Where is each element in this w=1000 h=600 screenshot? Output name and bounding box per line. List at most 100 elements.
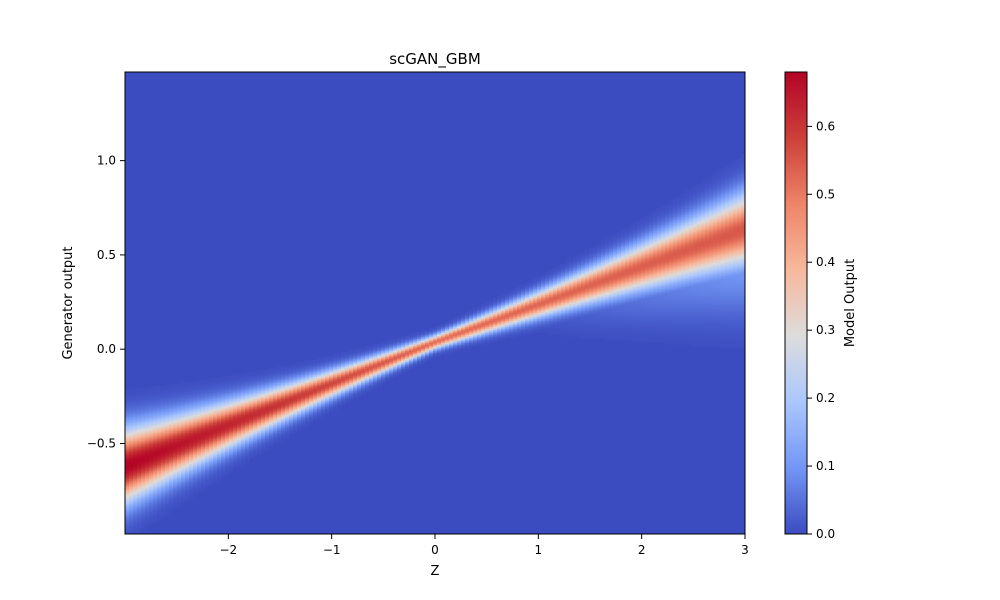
- heatmap-cell: [241, 458, 246, 461]
- heatmap-cell: [537, 290, 542, 293]
- heatmap-cell: [653, 296, 658, 299]
- heatmap-cell: [201, 486, 206, 489]
- heatmap-cell: [301, 404, 306, 407]
- heatmap-cell: [125, 524, 130, 527]
- heatmap-cell: [301, 410, 306, 413]
- heatmap-cell: [233, 410, 238, 413]
- heatmap-cell: [537, 304, 542, 307]
- heatmap-cell: [645, 220, 650, 223]
- heatmap-cell: [205, 444, 210, 447]
- heatmap-cell: [337, 372, 342, 375]
- heatmap-cell: [153, 488, 158, 491]
- heatmap-cell: [529, 310, 534, 313]
- heatmap-cell: [205, 408, 210, 411]
- heatmap-cell: [461, 346, 466, 349]
- heatmap-cell: [281, 392, 286, 395]
- heatmap-cell: [629, 326, 634, 329]
- heatmap-cell: [609, 254, 614, 257]
- heatmap-cell: [553, 294, 558, 297]
- heatmap-cell: [241, 384, 246, 387]
- heatmap-cell: [369, 380, 374, 383]
- heatmap-cell: [605, 298, 610, 301]
- heatmap-cell: [169, 398, 174, 401]
- heatmap-cell: [209, 470, 214, 473]
- heatmap-cell: [185, 406, 190, 409]
- heatmap-cell: [245, 398, 250, 401]
- heatmap-cell: [533, 330, 538, 333]
- heatmap-cell: [577, 278, 582, 281]
- heatmap-cell: [649, 282, 654, 285]
- heatmap-cell: [241, 462, 246, 465]
- heatmap-cell: [549, 302, 554, 305]
- heatmap-cell: [241, 380, 246, 383]
- heatmap-cell: [385, 342, 390, 345]
- heatmap-cell: [265, 386, 270, 389]
- heatmap-cell: [649, 236, 654, 239]
- heatmap-cell: [289, 374, 294, 377]
- heatmap-cell: [629, 268, 634, 271]
- heatmap-cell: [269, 382, 274, 385]
- heatmap-cell: [637, 312, 642, 315]
- heatmap-cell: [637, 270, 642, 273]
- heatmap-cell: [625, 278, 630, 281]
- heatmap-cell: [125, 398, 130, 401]
- heatmap-cell: [313, 368, 318, 371]
- heatmap-cell: [441, 328, 446, 331]
- heatmap-cell: [189, 490, 194, 493]
- heatmap-cell: [609, 244, 614, 247]
- heatmap-cell: [345, 356, 350, 359]
- heatmap-cell: [585, 310, 590, 313]
- heatmap-cell: [153, 460, 158, 463]
- heatmap-cell: [453, 348, 458, 351]
- heatmap-cell: [313, 402, 318, 405]
- heatmap-cell: [373, 372, 378, 375]
- heatmap-cell: [621, 312, 626, 315]
- heatmap-cell: [257, 380, 262, 383]
- heatmap-cell: [297, 428, 302, 431]
- heatmap-cell: [633, 322, 638, 325]
- heatmap-cell: [345, 358, 350, 361]
- heatmap-cell: [645, 312, 650, 315]
- heatmap-cell: [281, 424, 286, 427]
- heatmap-cell: [401, 344, 406, 347]
- heatmap-cell: [273, 388, 278, 391]
- heatmap-cell: [233, 394, 238, 397]
- heatmap-cell: [357, 348, 362, 351]
- heatmap-cell: [165, 476, 170, 479]
- heatmap-cell: [429, 330, 434, 333]
- heatmap-cell: [185, 484, 190, 487]
- heatmap-cell: [573, 268, 578, 271]
- heatmap-cell: [617, 240, 622, 243]
- heatmap-cell: [333, 368, 338, 371]
- heatmap-cell: [225, 412, 230, 415]
- heatmap-cell: [613, 266, 618, 269]
- heatmap-cell: [189, 400, 194, 403]
- heatmap-cell: [429, 348, 434, 351]
- heatmap-cell: [573, 328, 578, 331]
- heatmap-cell: [589, 330, 594, 333]
- heatmap-cell: [581, 332, 586, 335]
- heatmap-cell: [397, 366, 402, 369]
- heatmap-cell: [165, 436, 170, 439]
- heatmap-cell: [137, 498, 142, 501]
- heatmap-cell: [365, 386, 370, 389]
- heatmap-cell: [561, 296, 566, 299]
- heatmap-cell: [185, 472, 190, 475]
- heatmap-cell: [277, 432, 282, 435]
- heatmap-cell: [165, 438, 170, 441]
- heatmap-cell: [225, 442, 230, 445]
- heatmap-cell: [277, 408, 282, 411]
- heatmap-cell: [529, 326, 534, 329]
- heatmap-cell: [593, 330, 598, 333]
- heatmap-cell: [309, 402, 314, 405]
- heatmap-cell: [645, 274, 650, 277]
- heatmap-cell: [337, 394, 342, 397]
- heatmap-cell: [289, 380, 294, 383]
- heatmap-cell: [617, 304, 622, 307]
- heatmap-cell: [393, 350, 398, 353]
- heatmap-cell: [517, 288, 522, 291]
- heatmap-cell: [353, 376, 358, 379]
- heatmap-cell: [637, 300, 642, 303]
- heatmap-cell: [125, 488, 130, 491]
- heatmap-cell: [165, 446, 170, 449]
